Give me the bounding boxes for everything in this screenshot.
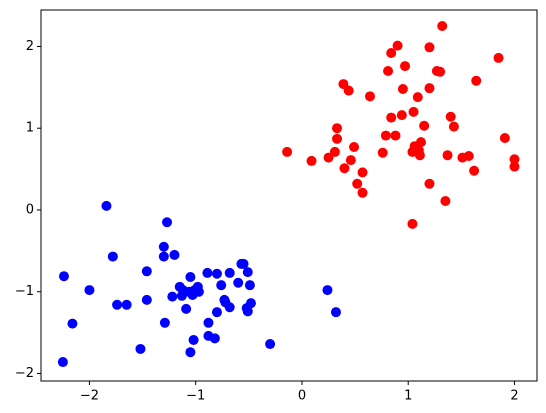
point — [112, 299, 123, 310]
point — [323, 152, 334, 163]
x-tick-label: 0 — [298, 389, 306, 404]
point — [141, 294, 152, 305]
point — [329, 146, 340, 157]
point — [330, 307, 341, 318]
point — [469, 165, 480, 176]
point — [187, 289, 198, 300]
x-tick-label: 2 — [510, 389, 518, 404]
point — [192, 281, 203, 292]
point — [345, 155, 356, 166]
point — [412, 92, 423, 103]
point — [424, 83, 435, 94]
x-tick-label: 1 — [404, 389, 412, 404]
point — [471, 75, 482, 86]
point — [424, 178, 435, 189]
plot-frame — [40, 9, 538, 382]
point — [396, 110, 407, 121]
point — [107, 251, 118, 262]
point — [414, 150, 425, 161]
point — [203, 330, 214, 341]
point — [202, 267, 213, 278]
point — [58, 271, 69, 282]
point — [408, 106, 419, 117]
point — [409, 141, 420, 152]
point — [397, 83, 408, 94]
point — [509, 161, 520, 172]
point — [203, 317, 214, 328]
point — [84, 285, 95, 296]
x-tick-label: −1 — [186, 389, 205, 404]
point — [162, 217, 173, 228]
point — [322, 285, 333, 296]
point — [211, 268, 222, 279]
point — [435, 66, 446, 77]
point — [211, 307, 222, 318]
point — [176, 290, 187, 301]
y-tick-label: −1 — [15, 284, 34, 299]
point — [224, 302, 235, 313]
point — [352, 178, 363, 189]
point — [407, 218, 418, 229]
point — [216, 280, 227, 291]
point — [509, 154, 520, 165]
point — [282, 146, 293, 157]
point — [448, 121, 459, 132]
point — [158, 251, 169, 262]
point — [419, 120, 430, 131]
point — [185, 272, 196, 283]
point — [442, 150, 453, 161]
point — [380, 130, 391, 141]
y-tick-label: 2 — [26, 39, 34, 54]
point — [424, 42, 435, 53]
point — [357, 187, 368, 198]
point — [245, 298, 256, 309]
point — [67, 318, 78, 329]
point — [357, 167, 368, 178]
point — [332, 123, 343, 134]
point — [181, 303, 192, 314]
point — [185, 347, 196, 358]
y-tick-label: 1 — [26, 121, 34, 136]
point — [265, 339, 276, 350]
point — [244, 280, 255, 291]
point — [440, 195, 451, 206]
point — [306, 155, 317, 166]
point — [463, 151, 474, 162]
point — [224, 267, 235, 278]
point — [169, 249, 180, 260]
point — [377, 147, 388, 158]
point — [493, 52, 504, 63]
point — [167, 291, 178, 302]
point — [135, 343, 146, 354]
point — [159, 317, 170, 328]
point — [158, 241, 169, 252]
y-tick-label: −2 — [15, 366, 34, 381]
point — [386, 112, 397, 123]
point — [349, 142, 360, 153]
point — [343, 85, 354, 96]
point — [386, 48, 397, 59]
point — [390, 130, 401, 141]
x-tick-label: −2 — [80, 389, 99, 404]
point — [242, 267, 253, 278]
point — [445, 111, 456, 122]
y-tick-label: 0 — [26, 202, 34, 217]
point — [233, 277, 244, 288]
point — [101, 200, 112, 211]
point — [236, 258, 247, 269]
point — [339, 163, 350, 174]
point — [332, 133, 343, 144]
point — [121, 299, 132, 310]
point — [57, 357, 68, 368]
point — [188, 334, 199, 345]
point — [383, 65, 394, 76]
point — [141, 266, 152, 277]
point — [437, 21, 448, 32]
point — [499, 133, 510, 144]
point — [392, 40, 403, 51]
point — [400, 61, 411, 72]
point — [364, 91, 375, 102]
